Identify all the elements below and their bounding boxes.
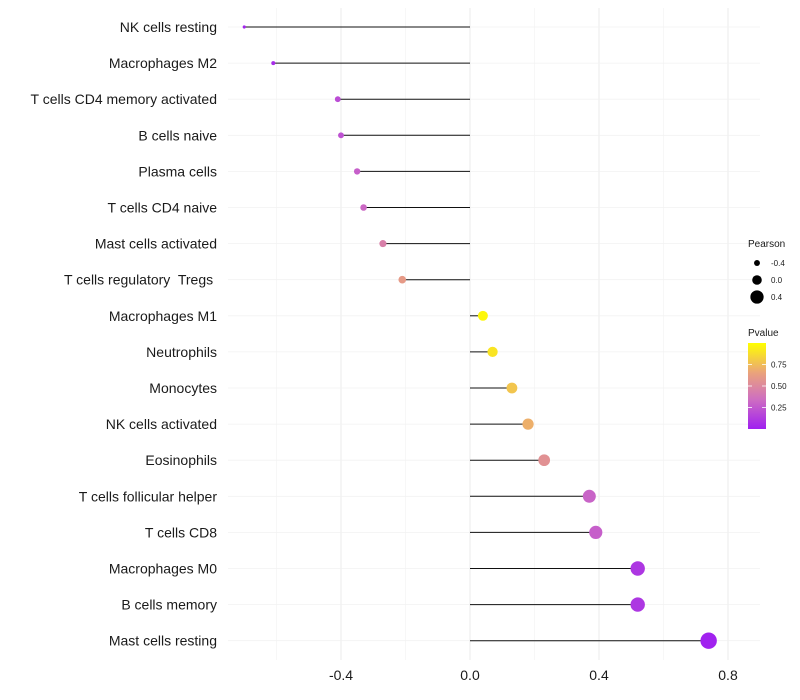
category-label-11: NK cells activated — [106, 416, 217, 432]
legend-colorbar — [748, 343, 766, 429]
legend-color-label-2: 0.25 — [771, 404, 787, 413]
category-label-7: T cells regulatory Tregs — [64, 272, 217, 288]
legend-color-label-1: 0.50 — [771, 382, 787, 391]
category-label-13: T cells follicular helper — [79, 488, 218, 504]
category-label-8: Macrophages M1 — [109, 308, 217, 324]
category-label-5: T cells CD4 naive — [108, 200, 218, 216]
dot-4 — [353, 168, 361, 175]
legend-size-dot-0 — [754, 260, 760, 266]
dot-14 — [589, 525, 603, 539]
lollipop-dots — [242, 25, 717, 649]
legend-size-label-0: -0.4 — [771, 259, 785, 268]
category-label-12: Eosinophils — [145, 452, 217, 468]
legend-size-dot-2 — [750, 290, 764, 304]
dot-15 — [630, 561, 645, 576]
category-label-16: B cells memory — [121, 597, 217, 613]
category-label-1: Macrophages M2 — [109, 55, 217, 71]
grid-lines — [228, 8, 760, 660]
legend-size-entries: -0.4 0.0 0.4 — [750, 259, 785, 304]
dot-13 — [582, 489, 596, 503]
category-label-17: Mast cells resting — [109, 633, 217, 649]
category-label-10: Monocytes — [149, 380, 217, 396]
dot-11 — [522, 418, 534, 430]
dot-7 — [398, 275, 407, 284]
x-tick-label-0: -0.4 — [329, 667, 353, 683]
category-label-3: B cells naive — [138, 127, 217, 143]
legend-size-label-2: 0.4 — [771, 293, 783, 302]
x-tick-label-3: 0.8 — [718, 667, 738, 683]
category-label-14: T cells CD8 — [145, 524, 217, 540]
dot-16 — [630, 597, 645, 612]
dot-2 — [334, 96, 341, 103]
dot-8 — [477, 310, 488, 321]
legend-color-title: Pvalue — [748, 328, 779, 339]
legend-size-title: Pearson — [748, 239, 785, 250]
category-label-4: Plasma cells — [138, 163, 217, 179]
category-labels: NK cells resting Macrophages M2 T cells CD… — [31, 19, 218, 649]
legend: Pearson -0.4 0.0 0.4 Pvalue 0.75 0.50 0.25 — [748, 239, 787, 429]
category-label-15: Macrophages M0 — [109, 561, 217, 577]
dot-0 — [242, 25, 246, 29]
lollipop-stems — [244, 26, 709, 642]
dot-1 — [271, 61, 276, 66]
dot-10 — [506, 382, 518, 394]
category-label-9: Neutrophils — [146, 344, 217, 360]
dot-3 — [338, 132, 344, 139]
dot-9 — [487, 346, 498, 358]
category-label-2: T cells CD4 memory activated — [31, 91, 217, 107]
x-tick-label-2: 0.4 — [589, 667, 609, 683]
dot-5 — [360, 204, 367, 211]
dot-6 — [379, 240, 387, 248]
legend-size-dot-1 — [752, 275, 762, 285]
legend-color-ticks: 0.75 0.50 0.25 — [748, 361, 787, 413]
dot-17 — [700, 632, 717, 649]
x-tick-label-1: 0.0 — [460, 667, 480, 683]
category-label-0: NK cells resting — [120, 19, 217, 35]
x-axis-tick-labels: -0.4 0.0 0.4 0.8 — [329, 667, 738, 683]
dot-12 — [538, 454, 551, 467]
legend-size-label-1: 0.0 — [771, 276, 783, 285]
legend-color-label-0: 0.75 — [771, 361, 787, 370]
category-label-6: Mast cells activated — [95, 236, 217, 252]
